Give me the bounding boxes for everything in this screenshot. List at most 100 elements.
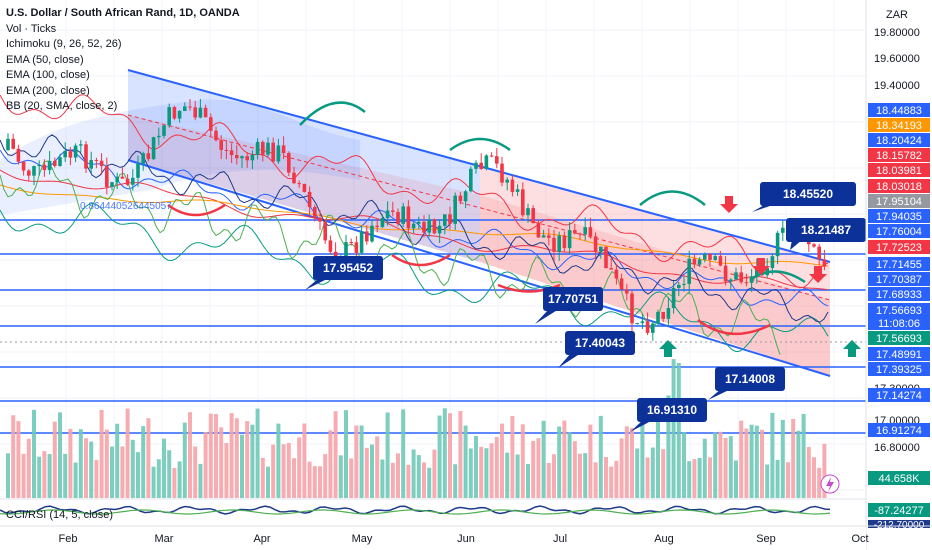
candle[interactable] [188,106,192,108]
candle[interactable] [474,162,478,169]
candle[interactable] [822,259,827,267]
candle[interactable] [292,172,296,184]
candle[interactable] [770,256,775,269]
candle[interactable] [755,267,759,277]
candle[interactable] [261,141,265,155]
candle[interactable] [141,153,145,164]
candle[interactable] [110,182,114,187]
indicator-ema50[interactable]: EMA (50, close) [6,53,84,66]
candle[interactable] [578,233,582,235]
indicator-volume[interactable]: Vol · Ticks [6,22,57,35]
candle[interactable] [593,236,598,252]
candle[interactable] [521,189,525,216]
candle[interactable] [635,323,639,325]
candle[interactable] [94,160,99,162]
candle[interactable] [183,106,187,111]
candle[interactable] [359,231,364,253]
level-callout[interactable] [786,218,866,242]
candle[interactable] [734,272,738,280]
candle[interactable] [718,256,723,266]
candle[interactable] [370,225,374,242]
candle[interactable] [245,156,249,161]
candle[interactable] [515,189,520,192]
candle[interactable] [120,176,125,179]
candle[interactable] [84,144,88,169]
level-callout[interactable] [715,367,785,391]
candle[interactable] [219,140,223,150]
candle[interactable] [318,217,322,222]
candle[interactable] [287,153,291,173]
candle[interactable] [349,242,353,244]
candle[interactable] [619,278,624,290]
candle[interactable] [58,157,62,166]
candle[interactable] [671,288,676,309]
candle[interactable] [484,155,489,169]
candle[interactable] [115,176,119,183]
candle[interactable] [16,148,21,162]
channel-lower-line[interactable] [127,159,831,377]
candle[interactable] [625,289,629,294]
candle[interactable] [552,237,556,252]
currency-label[interactable]: ZAR [886,9,908,21]
candle[interactable] [105,166,109,187]
candle[interactable] [567,230,572,249]
candle[interactable] [27,170,31,176]
candle[interactable] [307,191,312,208]
candle[interactable] [177,110,182,119]
candle[interactable] [198,107,203,118]
candle[interactable] [427,219,431,233]
candle[interactable] [125,178,130,185]
candle[interactable] [172,107,177,119]
candle[interactable] [775,232,780,257]
candle[interactable] [297,183,301,185]
candle[interactable] [588,227,593,237]
indicator-ema200[interactable]: EMA (200, close) [6,84,90,97]
candle[interactable] [614,269,619,279]
candle[interactable] [89,160,93,169]
candle[interactable] [744,282,749,284]
level-callout[interactable] [637,398,707,422]
candle[interactable] [573,230,577,234]
candle[interactable] [276,145,281,162]
level-callout[interactable] [313,256,383,280]
candle[interactable] [547,235,551,238]
candle[interactable] [193,107,197,118]
candle[interactable] [562,235,567,249]
candle[interactable] [136,163,140,178]
candle[interactable] [365,231,369,242]
candle[interactable] [432,219,437,234]
candle[interactable] [63,151,67,158]
candle[interactable] [271,142,275,162]
candle[interactable] [469,168,473,192]
candle[interactable] [146,153,151,160]
candle[interactable] [630,293,634,324]
candle[interactable] [333,251,338,260]
candle[interactable] [437,225,442,234]
candle[interactable] [167,107,171,126]
candle[interactable] [417,221,421,224]
candle[interactable] [396,211,400,224]
candle[interactable] [536,223,541,238]
candle[interactable] [375,225,379,228]
candle[interactable] [422,221,426,233]
candle[interactable] [656,311,660,324]
candle[interactable] [713,256,717,260]
candle[interactable] [677,284,681,289]
candle[interactable] [510,179,515,192]
indicator-bollinger[interactable]: BB (20, SMA, close, 2) [6,100,118,112]
candle[interactable] [32,166,36,176]
candle[interactable] [99,160,104,167]
candle[interactable] [651,323,655,333]
candle[interactable] [687,258,691,284]
candle[interactable] [209,117,213,131]
candle[interactable] [640,321,645,324]
candle[interactable] [609,268,613,270]
candle[interactable] [21,161,26,171]
level-callout[interactable] [565,331,635,355]
candle[interactable] [328,240,333,252]
candle[interactable] [323,221,327,241]
candle[interactable] [47,160,52,171]
candle[interactable] [458,195,463,202]
candle[interactable] [354,242,359,253]
candle[interactable] [157,135,161,138]
